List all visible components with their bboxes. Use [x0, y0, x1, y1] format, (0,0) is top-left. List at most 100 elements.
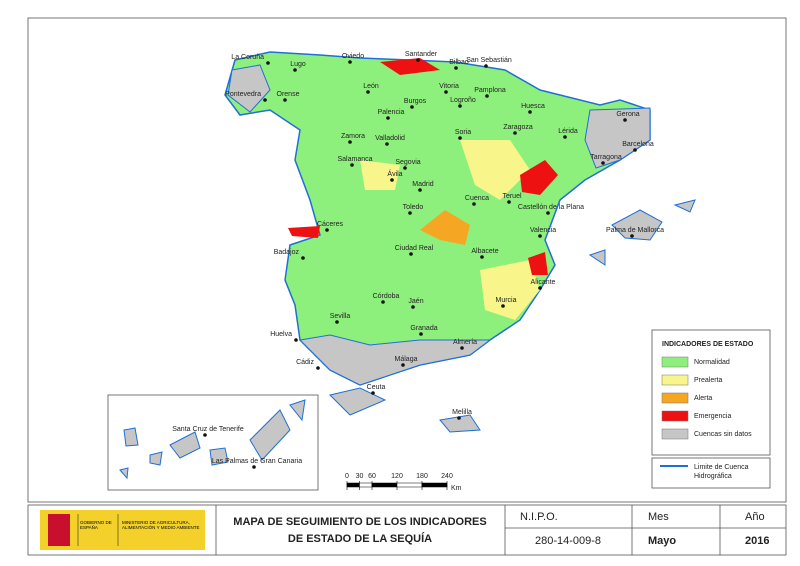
- city-dot: [301, 256, 305, 260]
- city-dot: [630, 234, 634, 238]
- city-dot: [390, 178, 394, 182]
- city-label: Córdoba: [373, 293, 400, 300]
- emergency-zone: [528, 252, 548, 275]
- canary-inset: [107, 394, 319, 491]
- city-dot: [513, 131, 517, 135]
- legend-label: Hidrográfica: [694, 473, 732, 480]
- city-dot: [348, 60, 352, 64]
- scale-tick-label: 0: [345, 473, 349, 480]
- city-label: Cádiz: [296, 359, 314, 366]
- city-label: Orense: [277, 91, 300, 98]
- city-label: Málaga: [395, 356, 418, 363]
- year-label: Año: [745, 511, 765, 523]
- city-dot: [263, 98, 267, 102]
- city-dot: [419, 332, 423, 336]
- scale-tick-label: 240: [441, 473, 453, 480]
- ceuta: [329, 387, 387, 416]
- city-label: Ávila: [387, 169, 402, 178]
- footer-table: [27, 504, 787, 556]
- city-label: Albacete: [471, 248, 498, 255]
- city-dot: [335, 320, 339, 324]
- logo-gov-text: GOBIERNO DE ESPAÑA: [80, 520, 112, 530]
- city-label: Alicante: [531, 279, 556, 286]
- legend-swatch: [661, 392, 689, 404]
- alert-zone: [420, 210, 470, 245]
- city-label: Huesca: [521, 103, 545, 110]
- city-dot: [480, 255, 484, 259]
- city-label: Valencia: [530, 227, 556, 234]
- city-label: Ceuta: [367, 384, 386, 391]
- city-label: Valladolid: [375, 135, 405, 142]
- city-dot: [444, 90, 448, 94]
- city-dot: [418, 188, 422, 192]
- city-label: Melilla: [452, 409, 472, 416]
- nipo-label: N.I.P.O.: [520, 511, 558, 523]
- city-dot: [458, 104, 462, 108]
- city-dot: [601, 161, 605, 165]
- city-dot: [366, 90, 370, 94]
- city-dot: [633, 148, 637, 152]
- city-dot: [386, 116, 390, 120]
- logo-gov: GOBIERNO DE ESPAÑA: [80, 520, 112, 530]
- city-label: Pamplona: [474, 87, 506, 94]
- city-label: Zaragoza: [503, 124, 533, 131]
- city-label: Ciudad Real: [395, 245, 434, 252]
- city-label: Toledo: [403, 204, 424, 211]
- city-label: Castellón de la Plana: [518, 204, 584, 211]
- scale-tick-label: 180: [416, 473, 428, 480]
- city-dot: [484, 64, 488, 68]
- legend-title: INDICADORES DE ESTADO: [662, 341, 754, 348]
- city-label: Vitoria: [439, 83, 459, 90]
- city-dot: [501, 304, 505, 308]
- legend-swatch: [661, 410, 689, 422]
- scale-tick-label: 120: [391, 473, 403, 480]
- city-dot: [538, 286, 542, 290]
- year: 2016: [745, 535, 769, 547]
- city-dot: [507, 200, 511, 204]
- legend-label: Limite de Cuenca: [694, 464, 749, 471]
- scale-unit: Km: [451, 485, 462, 492]
- city-dot: [381, 300, 385, 304]
- legend-swatch: [661, 356, 689, 368]
- city-dot: [293, 68, 297, 72]
- city-label: León: [363, 83, 379, 90]
- city-dot: [458, 136, 462, 140]
- no-data-south: [298, 334, 492, 386]
- city-dot: [371, 391, 375, 395]
- footer-title: MAPA DE SEGUIMIENTO DE LOS INDICADORES: [233, 516, 486, 528]
- city-label: Burgos: [404, 98, 427, 105]
- scale-segment: [371, 482, 398, 488]
- logo-ministry-text: MINISTERIO DE AGRICULTURA, ALIMENTACIÓN …: [122, 520, 200, 530]
- city-label: Cáceres: [317, 221, 344, 228]
- legend-swatch: [661, 374, 689, 386]
- city-dot: [203, 433, 207, 437]
- city-label: Salamanca: [337, 156, 372, 163]
- city-label: Las Palmas de Gran Canaria: [212, 458, 302, 465]
- city-dot: [401, 363, 405, 367]
- legend-label: Normalidad: [694, 359, 730, 366]
- scale-segment: [396, 482, 423, 488]
- prealert-zone: [360, 160, 400, 190]
- city-dot: [538, 234, 542, 238]
- city-label: Huelva: [270, 331, 292, 338]
- no-data-catalonia: [584, 107, 651, 169]
- city-label: Logroño: [450, 97, 476, 104]
- city-dot: [457, 416, 461, 420]
- city-dot: [546, 211, 550, 215]
- city-dot: [411, 305, 415, 309]
- scale-tick-label: 60: [368, 473, 376, 480]
- legend-box: [651, 457, 771, 489]
- city-label: Teruel: [502, 193, 522, 200]
- city-dot: [252, 465, 256, 469]
- city-label: Sevilla: [330, 313, 351, 320]
- city-label: Tarragona: [590, 154, 622, 161]
- emergency-zone: [380, 58, 440, 75]
- city-label: Lérida: [558, 128, 578, 135]
- city-label: Santa Cruz de Tenerife: [172, 426, 244, 433]
- city-dot: [325, 228, 329, 232]
- balearics: [673, 199, 696, 213]
- city-dot: [294, 338, 298, 342]
- city-label: Barcelona: [622, 141, 654, 148]
- balearics: [588, 249, 606, 266]
